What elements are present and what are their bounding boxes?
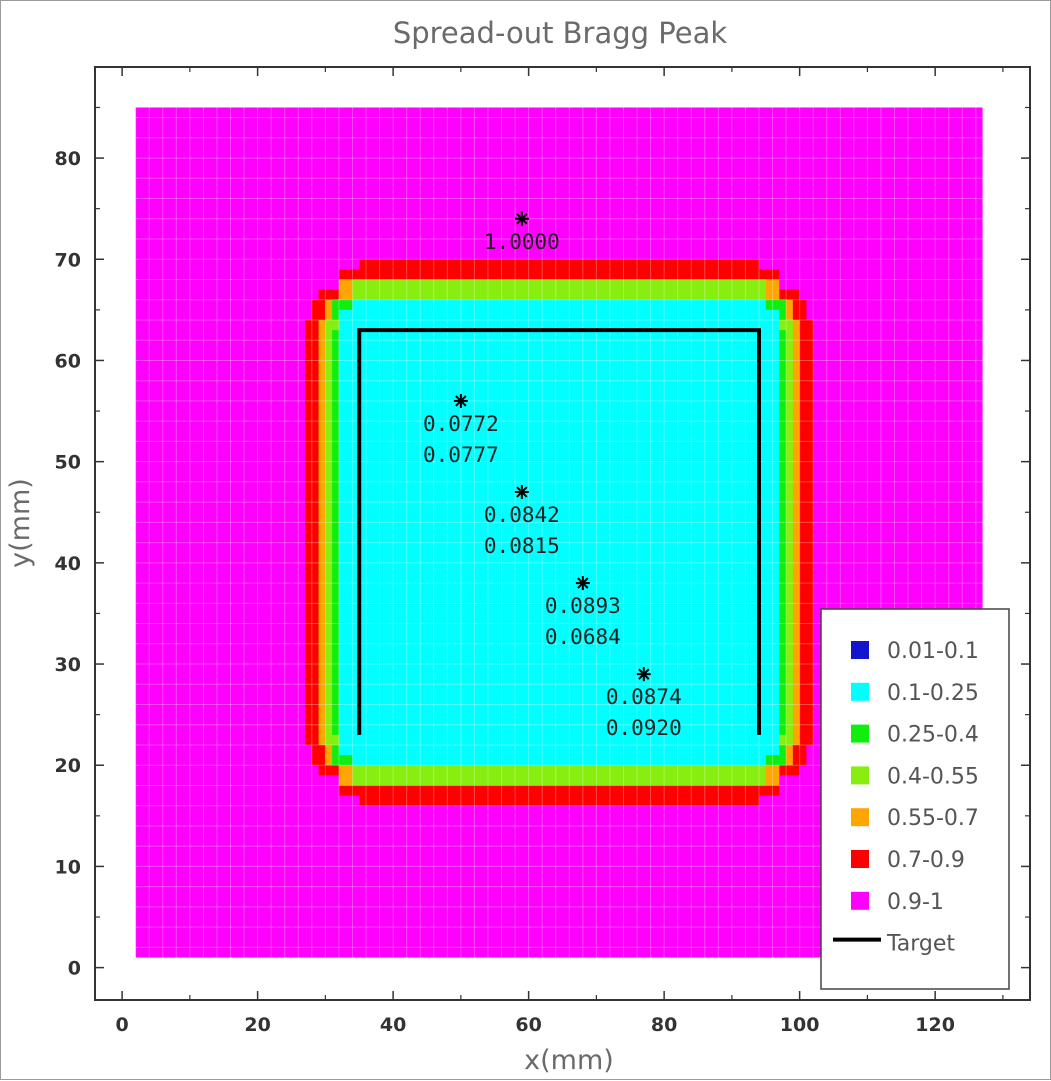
x-tick-label: 100: [780, 1014, 820, 1036]
axis-ticks: 0 20 40 60 80 100 120 0 10 20 30 40 50 60 70 80: [55, 67, 1030, 1036]
y-tick-label: 10: [55, 856, 81, 878]
marker-stroke: [516, 213, 528, 225]
legend-swatch: [851, 808, 869, 827]
y-tick-label: 60: [55, 350, 81, 372]
y-tick-label: 20: [55, 755, 81, 777]
y-tick-label: 40: [55, 553, 81, 575]
dose-label: 0.0842: [484, 503, 560, 527]
legend-label: 0.4-0.55: [887, 764, 979, 789]
x-tick-label: 60: [515, 1014, 541, 1036]
legend-label: 0.01-0.1: [887, 639, 979, 664]
x-tick-label: 40: [380, 1014, 406, 1036]
legend-label: 0.1-0.25: [887, 681, 979, 706]
legend-label: 0.55-0.7: [887, 806, 979, 831]
legend-swatch: [851, 682, 869, 701]
legend-swatch: [851, 766, 869, 785]
marker-stroke: [577, 577, 589, 589]
y-tick-label: 80: [55, 148, 81, 170]
chart-title: Spread-out Bragg Peak: [393, 16, 728, 50]
dose-label: 0.0815: [484, 534, 560, 558]
dose-label: 0.0684: [545, 625, 621, 649]
legend-swatch: [851, 850, 869, 868]
dose-annotations: 1.0000 0.0772 0.0777 0.0842 0.0815 0.0893 0.06…: [423, 211, 682, 740]
legend-swatch: [851, 724, 869, 743]
dose-marker: [514, 485, 529, 500]
dose-marker: [453, 393, 468, 408]
dose-label: 0.0772: [423, 412, 499, 436]
target-line: [357, 328, 761, 735]
x-tick-label: 80: [651, 1014, 677, 1036]
legend-swatch: [851, 891, 869, 910]
marker-stroke: [455, 395, 467, 407]
legend-target-label: Target: [886, 932, 955, 957]
dose-label: 0.0920: [606, 716, 682, 740]
legend-label: 0.7-0.9: [887, 848, 965, 873]
y-tick-label: 30: [55, 654, 81, 676]
dose-label: 0.0874: [606, 685, 682, 709]
y-tick-label: 70: [55, 249, 81, 271]
y-tick-label: 0: [68, 958, 81, 980]
marker-stroke: [516, 486, 528, 498]
legend-box: [820, 608, 1010, 990]
dose-marker: [575, 576, 590, 591]
x-tick-label: 20: [244, 1014, 270, 1036]
y-tick-label: 50: [55, 452, 81, 474]
x-tick-label: 0: [115, 1014, 128, 1036]
x-axis-label: x(mm): [524, 1045, 614, 1076]
x-tick-label: 120: [915, 1014, 955, 1036]
legend-label: 0.9-1: [887, 890, 944, 915]
dose-label: 0.0893: [545, 594, 621, 618]
dose-marker: [514, 211, 529, 226]
dose-label: 0.0777: [423, 443, 499, 467]
target-outline: [357, 328, 761, 735]
legend: 0.01-0.1 0.1-0.25 0.25-0.4 0.4-0.55 0.55-0.7…: [820, 608, 1010, 990]
legend-label: 0.25-0.4: [887, 723, 979, 748]
legend-swatch: [851, 641, 869, 659]
dose-field: [135, 107, 983, 958]
dose-marker: [636, 667, 651, 682]
marker-stroke: [638, 668, 650, 680]
y-axis-label: y(mm): [5, 478, 36, 568]
band-0.1-0.25: [352, 309, 766, 756]
dose-label: 1.0000: [484, 230, 560, 254]
